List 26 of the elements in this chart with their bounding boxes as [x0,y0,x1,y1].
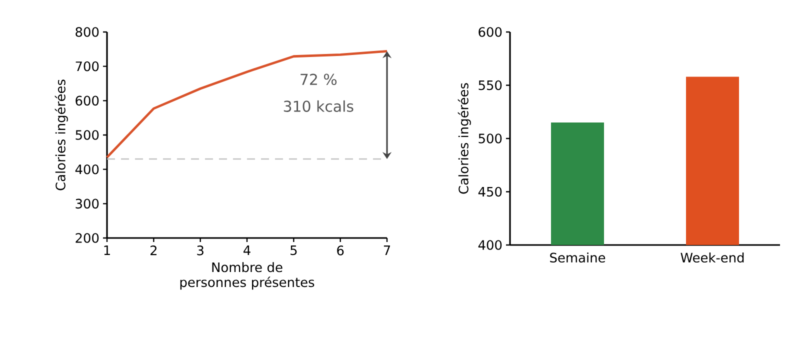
y-tick-label: 200 [76,233,99,243]
y-axis-title: Calories ingérées [458,83,471,194]
x-tick-label: Week-end [680,252,744,263]
y-tick-label: 500 [478,134,502,144]
y-tick-label: 400 [75,164,99,174]
x-tick-label: 2 [150,246,156,256]
x-tick-label: 1 [104,246,110,255]
y-axis-title: Calories ingérées [54,80,68,190]
x-tick-label: 4 [244,246,250,255]
x-tick-label: Semaine [550,252,606,263]
annotation: 310 kcals [284,100,354,112]
y-tick-label: 400 [478,240,502,250]
y-tick-label: 300 [76,198,99,209]
y-tick-label: 600 [478,27,502,37]
x-tick-label: 7 [384,246,390,255]
y-tick-label: 500 [76,130,99,140]
x-axis-title: Nombre de personnes présentes [180,262,314,290]
y-tick-label: 800 [76,27,99,37]
annotation: 72 % [300,74,337,86]
x-tick-label: 5 [290,246,297,256]
y-tick-label: 550 [478,80,502,90]
y-tick-label: 700 [76,61,99,72]
x-tick-label: 6 [337,246,344,256]
y-tick-label: 450 [478,186,502,197]
x-tick-label: 3 [197,246,204,256]
y-tick-label: 600 [76,96,99,106]
